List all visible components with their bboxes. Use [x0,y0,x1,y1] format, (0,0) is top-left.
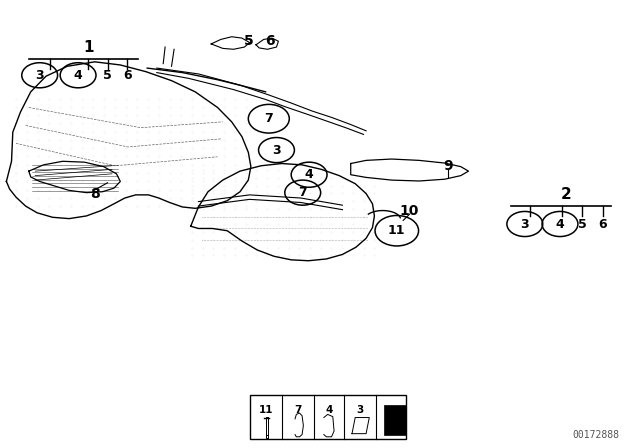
Text: 5: 5 [578,217,587,231]
Bar [250,395,406,439]
Text: 10: 10 [400,203,419,218]
Text: 11: 11 [259,405,273,415]
Text: 3: 3 [356,405,364,415]
Text: 3: 3 [520,217,529,231]
Text: 3: 3 [272,143,281,157]
Text: 00172888: 00172888 [573,430,620,440]
Text: 3: 3 [35,69,44,82]
Text: 6: 6 [598,217,607,231]
Text: 6: 6 [124,69,132,82]
Text: 9: 9 [443,159,453,173]
Text: 4: 4 [74,69,83,82]
Text: 7: 7 [294,405,301,415]
Text: 4: 4 [325,405,333,415]
Text: 6: 6 [265,34,275,48]
Text: 1: 1 [83,39,93,55]
Text: 4: 4 [305,168,314,181]
Text: 5: 5 [103,69,112,82]
Text: 2: 2 [561,187,572,202]
Text: 4: 4 [556,217,564,231]
Text: 7: 7 [264,112,273,125]
Text: 8: 8 [90,186,100,201]
Text: 5: 5 [243,34,253,48]
Text: 7: 7 [298,186,307,199]
Bar [384,405,406,435]
Text: 11: 11 [388,224,406,237]
